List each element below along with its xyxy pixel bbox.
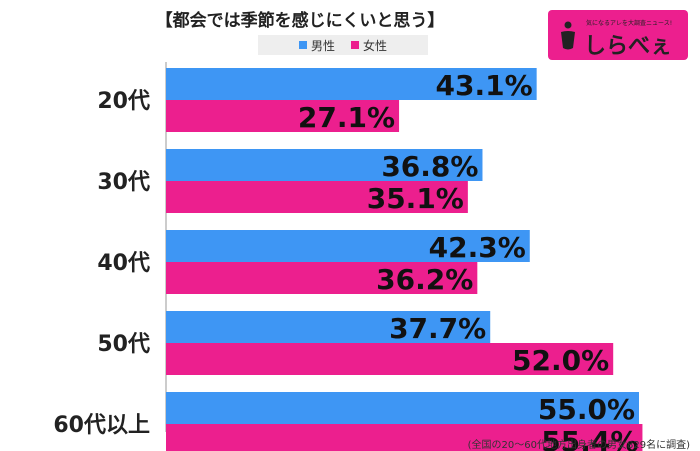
bar-female <box>166 100 400 132</box>
value-label-male: 42.3% <box>429 231 526 264</box>
legend-swatch-female <box>351 41 359 49</box>
legend-item-male: 男性 <box>298 37 335 54</box>
shirabee-logo: 気になるアレを大調査ニュース! しらべぇ <box>548 10 688 60</box>
logo-tagline: 気になるアレを大調査ニュース! <box>586 20 673 27</box>
value-label-female: 35.1% <box>367 182 464 215</box>
category-label: 30代 <box>97 170 150 195</box>
bar-male <box>166 311 491 343</box>
bar-male <box>166 392 639 424</box>
category-label: 20代 <box>97 89 150 114</box>
bar-male <box>166 68 537 100</box>
chart-title: 【都会では季節を感じにくいと思う】 <box>155 11 445 31</box>
bar-female <box>166 424 643 451</box>
legend-swatch-male <box>298 41 307 49</box>
magnifier-logo-icon <box>561 21 575 50</box>
legend: 男性 女性 <box>258 35 428 55</box>
value-label-female: 52.0% <box>512 344 609 377</box>
legend-item-female: 女性 <box>351 37 387 54</box>
survey-note: (全国の20〜60代地方出身者の男女829名に調査) <box>467 440 690 451</box>
bar-male <box>166 149 483 181</box>
value-label-female: 27.1% <box>298 101 395 134</box>
category-label: 40代 <box>97 251 150 276</box>
legend-label-male: 男性 <box>310 38 335 53</box>
value-label-male: 55.0% <box>538 393 635 426</box>
value-label-male: 36.8% <box>381 150 478 183</box>
value-label-male: 37.7% <box>389 312 486 345</box>
value-label-female: 55.4% <box>541 425 638 451</box>
legend-label-female: 女性 <box>363 38 388 53</box>
logo-text: しらべぇ <box>584 34 673 59</box>
value-label-male: 43.1% <box>436 69 533 102</box>
category-label: 60代以上 <box>53 413 150 438</box>
bar-female <box>166 181 468 213</box>
bar-female <box>166 343 614 375</box>
bar-male <box>166 230 530 262</box>
category-label: 50代 <box>97 332 150 357</box>
value-label-female: 36.2% <box>376 263 473 296</box>
bar-female <box>166 262 478 294</box>
